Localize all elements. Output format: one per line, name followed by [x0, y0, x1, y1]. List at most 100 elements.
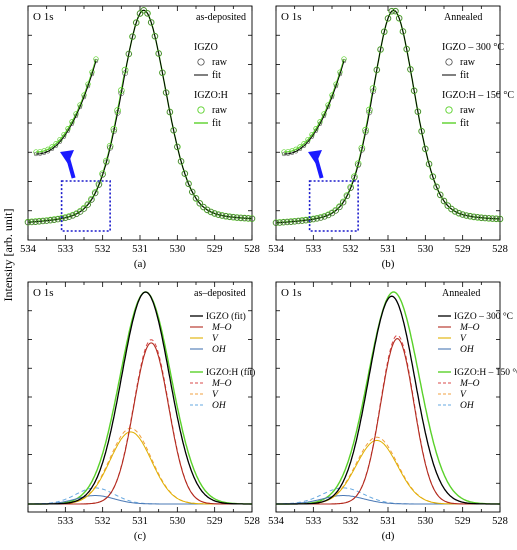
legend-igzoh-fit-label: fit — [212, 118, 221, 129]
zoom-arrow-head — [60, 150, 74, 164]
igzoh-raw-point — [362, 126, 369, 134]
igzo-raw-point — [219, 212, 225, 219]
igzo-raw-point — [245, 215, 252, 222]
igzoh-raw-point — [399, 28, 407, 35]
igzoh-raw-point — [181, 170, 189, 177]
igzo-raw-point — [444, 202, 451, 209]
igzo-raw-point — [40, 218, 46, 224]
legend-igzo-raw-marker — [197, 58, 205, 66]
igzoh-raw-point — [388, 7, 396, 15]
igzo-raw-point — [474, 214, 481, 221]
x-tick-label: 531 — [132, 516, 148, 527]
igzo-raw-point — [148, 19, 155, 26]
legend-igzoh-item-label: M–O — [459, 379, 480, 389]
igzo-raw-point — [321, 213, 328, 220]
igzo-raw-point — [185, 180, 192, 187]
igzo-raw-point — [163, 89, 169, 96]
x-tick-label: 534 — [268, 244, 285, 255]
igzoh-raw-point — [114, 107, 121, 114]
igzo-raw-point — [62, 214, 69, 221]
igzo-raw-point — [370, 88, 376, 95]
igzo-raw-point — [284, 219, 291, 225]
legend-igzo-title: IGZO — [194, 42, 218, 53]
x-tick-label: 532 — [343, 516, 359, 527]
igzo-raw-point — [241, 215, 248, 222]
legend-igzoh-item-label: OH — [212, 401, 227, 411]
igzo-raw-point — [140, 7, 147, 14]
panel-label: (a) — [134, 258, 147, 270]
igzo-raw-point — [129, 33, 136, 40]
igzo-raw-point — [441, 198, 447, 204]
igzoh-fit-line — [27, 9, 253, 223]
legend-igzoh-item-label: V — [212, 390, 219, 400]
igzo-raw-point — [178, 158, 184, 165]
igzo-raw-point — [133, 19, 140, 26]
legend-igzo-raw-marker — [445, 58, 453, 66]
igzoh-raw-point — [151, 32, 159, 40]
igzo-raw-point — [137, 10, 143, 17]
igzoh-raw-point — [248, 215, 256, 222]
legend-igzo-item-label: OH — [460, 345, 475, 355]
legend-igzo-item-label: M–O — [459, 323, 480, 333]
igzo-raw-point — [433, 184, 440, 190]
x-tick-label: 534 — [20, 244, 37, 255]
legend-igzo-title: IGZO – 300 °C — [454, 311, 513, 322]
igzo-raw-point — [107, 144, 113, 151]
igzoh-raw-point — [410, 87, 418, 95]
igzoh-raw-point — [463, 212, 470, 219]
igzo-raw-point — [448, 206, 455, 212]
legend-igzo-item-label: V — [212, 334, 219, 344]
condition-label: Annealed — [442, 288, 480, 299]
igzo-raw-point — [196, 200, 203, 207]
igzoh-raw-point — [347, 183, 355, 191]
panel-title: O 1s — [33, 11, 53, 23]
igzo-raw-point — [69, 212, 76, 219]
igzo-raw-point — [489, 215, 496, 222]
legend-igzo-item-label: M–O — [211, 323, 232, 333]
igzoh-raw-point — [99, 170, 107, 178]
igzo-raw-point — [482, 215, 488, 221]
igzoh-raw-point — [200, 203, 207, 211]
igzoh-raw-point — [384, 15, 392, 22]
igzoh-raw-point — [218, 212, 226, 219]
panels-group: 534 533 532 531 530 529 528 O 1s (a) as-deposited… — [20, 5, 517, 542]
igzo-raw-point — [66, 213, 72, 220]
igzo-raw-point — [396, 15, 403, 22]
x-tick-label: 532 — [95, 244, 111, 255]
x-tick-label: 530 — [417, 244, 433, 255]
x-tick-label: 530 — [169, 516, 185, 527]
igzo-raw-point — [467, 213, 473, 220]
x-tick-label: 529 — [455, 516, 471, 527]
igzo-raw-point — [400, 28, 406, 35]
igzoh-raw-point — [459, 211, 467, 218]
igzoh-raw-point — [222, 212, 230, 220]
igzoh-raw-point — [421, 145, 429, 153]
igzo-raw-point — [215, 211, 222, 218]
igzoh-raw-point — [207, 208, 215, 216]
igzo-raw-point — [189, 189, 196, 195]
legend-igzoh-fit-label: fit — [460, 118, 469, 129]
igzo-fit-line — [28, 9, 253, 223]
igzo-raw-point — [314, 215, 320, 222]
igzo-raw-point — [340, 199, 347, 206]
igzoh-raw-point — [496, 215, 504, 223]
igzo-raw-point — [377, 46, 384, 53]
igzo-raw-point — [84, 202, 91, 208]
x-tick-label: 531 — [380, 244, 396, 255]
igzoh-raw-point — [129, 33, 136, 40]
igzo-raw-point — [223, 213, 229, 220]
igzoh-raw-point — [343, 192, 351, 199]
igzoh-raw-point — [233, 214, 241, 221]
igzo-raw-point — [280, 219, 287, 226]
igzo-raw-point — [28, 219, 35, 225]
condition-label: Annealed — [444, 12, 482, 23]
igzoh-raw-point — [485, 214, 493, 222]
igzo-raw-point — [167, 109, 173, 115]
igzo-raw-point — [155, 50, 162, 57]
igzo-raw-point — [366, 109, 373, 116]
igzoh-mo-component — [28, 339, 252, 505]
igzoh-raw-point — [159, 69, 166, 77]
legend-igzo-item-label: OH — [212, 345, 227, 355]
igzo-raw-point — [347, 185, 354, 191]
igzo-raw-point — [373, 67, 380, 73]
